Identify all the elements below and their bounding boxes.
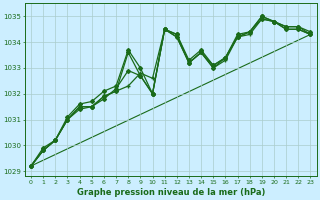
X-axis label: Graphe pression niveau de la mer (hPa): Graphe pression niveau de la mer (hPa) — [76, 188, 265, 197]
